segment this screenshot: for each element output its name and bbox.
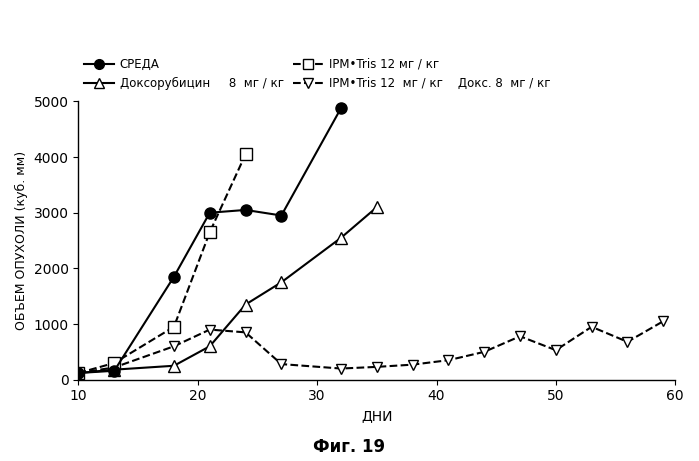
Legend: СРЕДА, Доксорубицин     8  мг / кг, IPM•Tris 12 мг / кг, IPM•Tris 12  мг / кг   : СРЕДА, Доксорубицин 8 мг / кг, IPM•Tris …: [85, 58, 550, 90]
Text: Фиг. 19: Фиг. 19: [313, 438, 386, 456]
Y-axis label: ОБЪЕМ ОПУХОЛИ (куб. мм): ОБЪЕМ ОПУХОЛИ (куб. мм): [15, 151, 28, 330]
X-axis label: ДНИ: ДНИ: [361, 409, 393, 423]
